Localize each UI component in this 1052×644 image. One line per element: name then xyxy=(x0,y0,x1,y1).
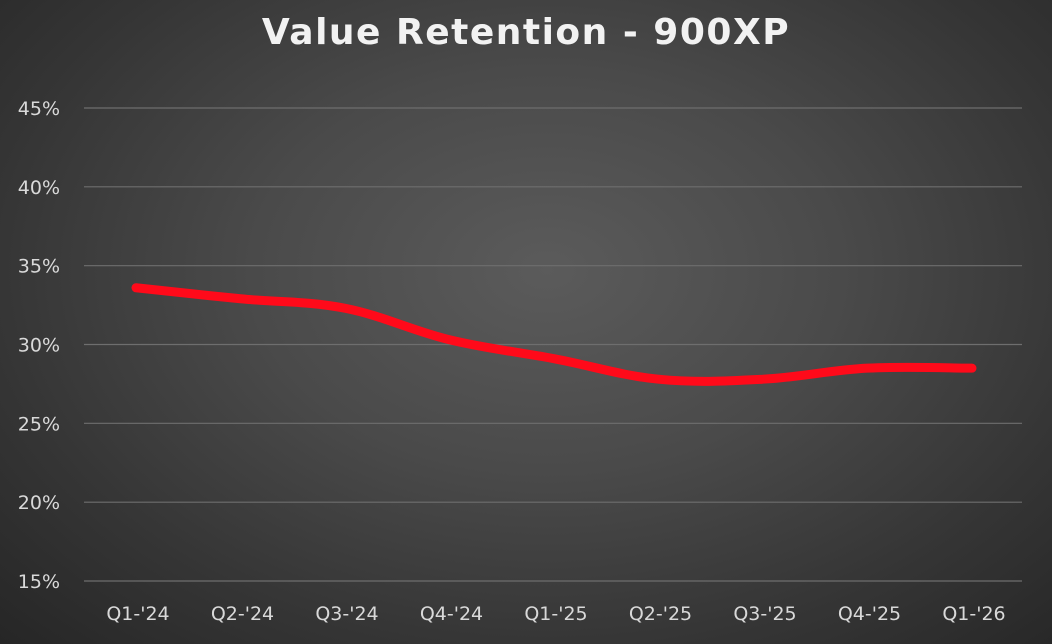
series-layer xyxy=(131,283,977,386)
x-tick-label: Q4-'25 xyxy=(838,603,901,625)
chart-title: Value Retention - 900XP xyxy=(261,12,791,53)
y-tick-label: 35% xyxy=(18,256,60,278)
series-line xyxy=(131,283,977,386)
x-tick-label: Q2-'24 xyxy=(211,603,274,625)
y-tick-label: 25% xyxy=(18,413,60,435)
y-tick-label: 20% xyxy=(18,492,60,514)
x-tick-label: Q1-'24 xyxy=(106,603,169,625)
x-axis-ticks: Q1-'24 Q2-'24 Q3-'24 Q4-'24 Q1-'25 Q2-'25 Q3-'… xyxy=(106,603,1005,625)
y-axis-ticks: 15% 20% 25% 30% 35% 40% 45% xyxy=(18,98,60,593)
x-tick-label: Q3-'24 xyxy=(315,603,378,625)
y-tick-label: 30% xyxy=(18,335,60,357)
y-tick-label: 45% xyxy=(18,98,60,120)
x-tick-label: Q4-'24 xyxy=(420,603,483,625)
x-tick-label: Q3-'25 xyxy=(733,603,796,625)
y-tick-label: 15% xyxy=(18,571,60,593)
x-tick-label: Q1-'26 xyxy=(942,603,1005,625)
y-tick-label: 40% xyxy=(18,177,60,199)
x-tick-label: Q1-'25 xyxy=(524,603,587,625)
x-tick-label: Q2-'25 xyxy=(629,603,692,625)
gridlines xyxy=(84,107,1022,582)
